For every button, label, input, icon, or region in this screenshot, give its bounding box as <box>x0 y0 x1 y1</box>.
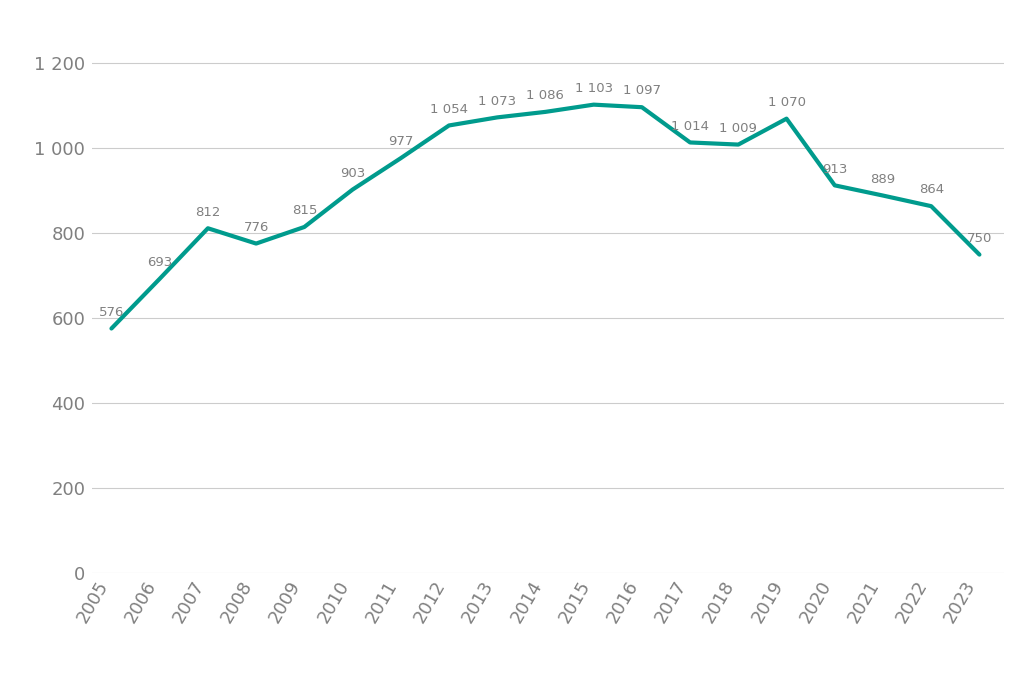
Text: 889: 889 <box>870 173 896 186</box>
Text: 913: 913 <box>822 163 848 175</box>
Text: 1 097: 1 097 <box>623 85 660 97</box>
Text: 903: 903 <box>340 167 366 180</box>
Text: 1 054: 1 054 <box>430 103 468 116</box>
Text: 864: 864 <box>919 183 944 196</box>
Text: 1 073: 1 073 <box>478 94 516 108</box>
Text: 977: 977 <box>388 136 414 148</box>
Text: 1 070: 1 070 <box>768 96 806 109</box>
Text: 576: 576 <box>98 305 124 319</box>
Text: 750: 750 <box>967 232 992 245</box>
Text: 693: 693 <box>147 256 172 269</box>
Text: 812: 812 <box>196 206 220 219</box>
Text: 1 014: 1 014 <box>671 120 709 133</box>
Text: 776: 776 <box>244 221 268 234</box>
Text: 1 086: 1 086 <box>526 89 564 102</box>
Text: 1 103: 1 103 <box>574 82 612 95</box>
Text: 815: 815 <box>292 204 317 217</box>
Text: 1 009: 1 009 <box>720 122 757 135</box>
